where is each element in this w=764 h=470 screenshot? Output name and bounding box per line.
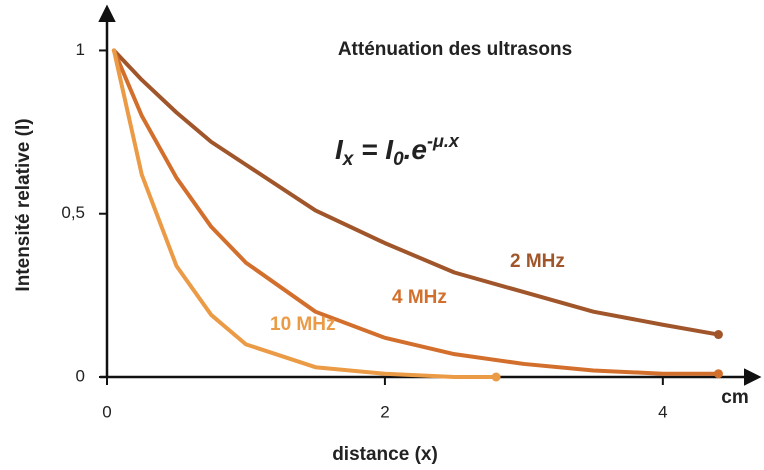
formula-part: .e — [404, 134, 427, 165]
x-unit: cm — [721, 387, 748, 408]
y-tick-label: 1 — [76, 40, 85, 59]
x-axis-label: distance (x) — [332, 444, 438, 465]
line — [111, 48, 499, 379]
formula-part: = I — [353, 134, 394, 165]
end-point — [713, 330, 723, 340]
y-tick-label: 0 — [76, 366, 85, 385]
line — [111, 48, 721, 376]
formula-part: x — [342, 149, 355, 170]
formula-part: 0 — [393, 149, 404, 170]
x-tick-label: 0 — [102, 402, 111, 421]
end-point — [713, 369, 723, 379]
line — [111, 48, 721, 337]
formula: Ix = I0.e-μ.x — [335, 131, 460, 170]
y-axis-label: Intensité relative (I) — [13, 118, 34, 291]
chart-title: Atténuation des ultrasons — [338, 39, 572, 60]
series-label: 10 MHz — [270, 314, 335, 335]
x-tick-label: 4 — [658, 402, 667, 421]
series-label: 4 MHz — [392, 287, 447, 308]
y-tick-label: 0,5 — [61, 203, 85, 222]
series-label: 2 MHz — [510, 251, 565, 272]
formula-part: I — [335, 134, 344, 165]
end-point — [491, 372, 501, 382]
x-tick-label: 2 — [380, 402, 389, 421]
formula-part: -μ.x — [427, 131, 460, 151]
